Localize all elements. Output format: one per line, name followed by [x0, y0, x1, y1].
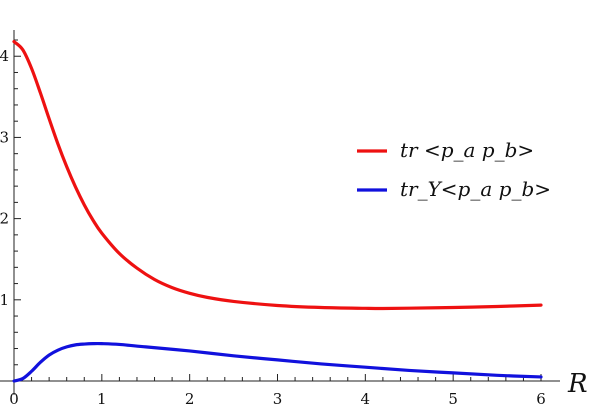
legend-label-1: tr <p_a p_b> [400, 138, 534, 162]
x-tick-label: 0 [9, 390, 19, 408]
axes: 0 1 2 3 4 5 6 1 2 3 4 R [0, 30, 588, 408]
x-tick-label: 5 [448, 390, 458, 408]
x-tick-label: 3 [273, 390, 283, 408]
x-tick-label: 1 [97, 390, 107, 408]
y-tick-label: 4 [0, 47, 9, 65]
x-tick-label: 4 [361, 390, 371, 408]
series-line-1 [12, 40, 543, 311]
y-tick-label: 2 [0, 210, 9, 228]
legend-label-2: tr_Y<p_a p_b> [400, 177, 551, 201]
x-axis-title: R [567, 369, 588, 399]
y-tick-label: 3 [0, 128, 9, 146]
series-line-2 [12, 341, 543, 383]
legend: tr <p_a p_b> tr_Y<p_a p_b> [357, 138, 551, 201]
x-tick-label: 2 [185, 390, 195, 408]
plot-area [12, 40, 543, 383]
x-tick-label: 6 [536, 390, 546, 408]
y-tick-label: 1 [0, 291, 9, 309]
